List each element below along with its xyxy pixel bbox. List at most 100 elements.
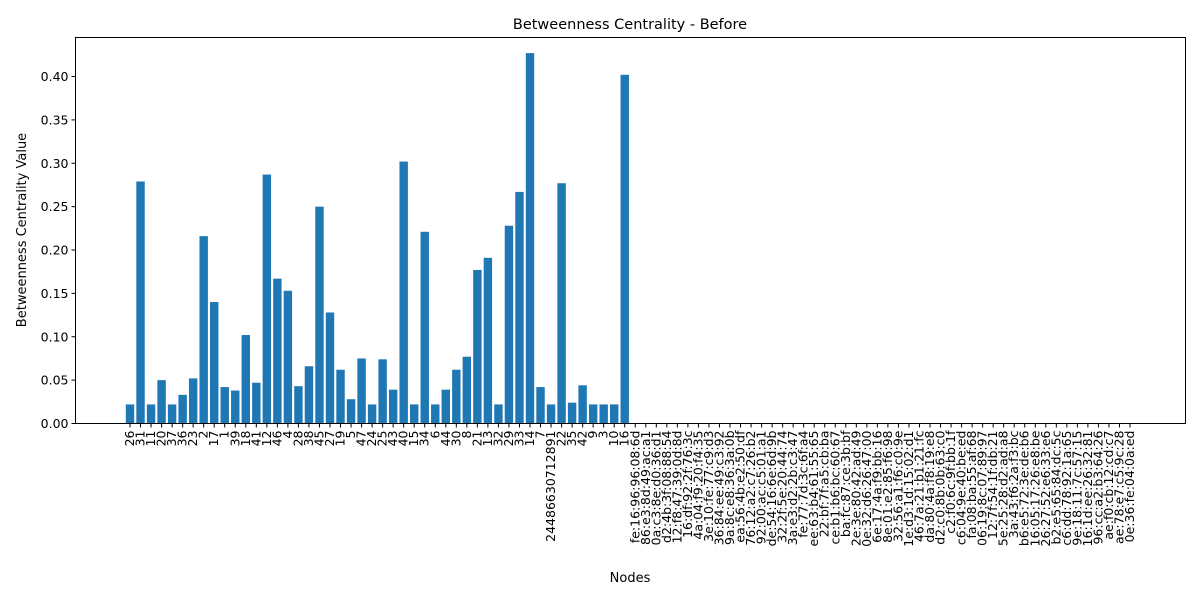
x-tick-label: 6 [427, 430, 442, 438]
bar-24486630712891 [546, 404, 556, 424]
x-tick-label: 29 [501, 430, 516, 446]
x-tick-label: 76:12:a2:c7:26:b2 [743, 431, 758, 546]
x-tick-label: da:80:4a:f8:19:e8 [922, 430, 937, 542]
bar-44 [441, 389, 450, 424]
bar-47 [357, 358, 366, 424]
x-tick-label: 2 [196, 431, 211, 439]
x-tick-label: 4a:04:f9:20:f4:35 [690, 431, 705, 540]
x-tick-label: 0e:32:d6:26:47:00 [859, 430, 874, 546]
x-tick-label: fa:08:ba:55:af:68 [964, 430, 979, 538]
x-tick-label: 39 [227, 430, 242, 446]
x-tick-label: 9 [585, 430, 600, 438]
bar-17 [210, 302, 219, 424]
x-tick-label: 16 [617, 430, 632, 446]
bar-32 [494, 404, 503, 424]
x-tick-label: 5e:25:28:d2:ad:a8 [996, 430, 1011, 546]
bar-46 [273, 278, 282, 424]
x-tick-label: d2:c0:8b:0b:63:c0 [933, 430, 948, 544]
bar-21 [473, 269, 482, 424]
y-tick-label: 0.15 [41, 286, 69, 301]
bar-42 [578, 385, 587, 424]
x-tick-label: 5 [343, 431, 358, 439]
x-tick-label: ea:56:4b:e2:50:df [733, 430, 748, 543]
x-tick-label: 8 [459, 430, 474, 438]
x-tick-label: 12:7f:54:1f:db:21 [985, 431, 1000, 539]
chart-title: Betweenness Centrality - Before [513, 17, 747, 33]
x-tick-label: 24486630712891 [543, 431, 558, 542]
x-tick-label: 25 [375, 431, 390, 447]
x-tick-label: 26 [122, 430, 137, 446]
bar-24 [367, 404, 377, 424]
x-tick-label: 0a:c3:8e:d0:36:d1 [648, 431, 663, 546]
bar-33 [515, 191, 524, 424]
x-tick-label: 4 [280, 430, 295, 438]
x-tick-label: 31 [133, 431, 148, 447]
bar-7 [536, 387, 545, 424]
x-tick-label: 13 [480, 431, 495, 447]
bar-12 [262, 174, 272, 424]
x-tick-label: 12 [259, 431, 274, 447]
bar-29 [504, 225, 514, 424]
x-tick-label: 3e:10:fe:77:c9:d3 [701, 431, 716, 542]
x-tick-label: 1 [217, 431, 232, 439]
x-tick-label: 16:1d:ee:26:32:81 [1080, 431, 1095, 547]
x-tick-label: ce:b1:b6:bc:60:67 [827, 431, 842, 545]
x-tick-label: 9e:18:11:7c:57:15 [1069, 431, 1084, 546]
x-tick-label: 33 [511, 431, 526, 447]
x-tick-label: 30 [448, 430, 463, 446]
x-tick-label: 32 [490, 431, 505, 447]
x-tick-label: 8e:01:e2:85:f6:98 [880, 430, 895, 542]
y-tick-label: 0.20 [41, 243, 69, 258]
y-tick-label: 0.40 [41, 69, 69, 84]
bar-2 [199, 236, 208, 424]
bar-28 [294, 386, 303, 424]
x-tick-label: 37 [164, 431, 179, 447]
x-tick-label: 3a:e3:d2:2b:c3:47 [785, 431, 800, 546]
y-axis-label: Betweenness Centrality Value [15, 133, 30, 327]
x-tick-label: 43 [385, 431, 400, 447]
bar-14 [525, 53, 535, 424]
x-tick-label: 18 [238, 430, 253, 446]
x-axis-label: Nodes [610, 571, 651, 586]
bar-43 [388, 389, 398, 424]
x-tick-label: 19 [333, 430, 348, 446]
bar-38 [304, 366, 314, 424]
x-tick-label: c6:dd:78:92:1a:65 [1059, 431, 1074, 546]
x-tick-label: 3a:43:f6:2a:f3:bc [1006, 430, 1021, 538]
x-tick-label: 0e:36:fe:04:0a:ed [1122, 431, 1137, 543]
x-tick-label: c2:f0:6c:9f:bb:1f [943, 430, 958, 534]
x-tick-label: 47 [354, 431, 369, 447]
x-tick-label: 42 [575, 431, 590, 447]
bar-25 [378, 359, 387, 424]
bar-40 [399, 161, 408, 424]
y-tick-label: 0.05 [41, 373, 69, 388]
x-tick-label: 23 [185, 431, 200, 447]
bar-6 [431, 404, 440, 424]
x-tick-label: b6:e5:72:3e:de:b6 [1017, 430, 1032, 546]
x-tick-label: 44 [438, 430, 453, 446]
y-tick-label: 0.00 [41, 416, 69, 431]
x-tick-label: 36:84:ee:49:c3:92 [711, 431, 726, 546]
x-tick-label: 16:05:17:26:e8:be [1027, 430, 1042, 546]
y-tick-label: 0.30 [41, 156, 69, 171]
x-tick-label: 34 [417, 430, 432, 446]
y-tick-label: 0.25 [41, 199, 69, 214]
x-tick-label: 1e:d3:1d:15:02:d1 [901, 431, 916, 547]
x-tick-label: 12:f8:47:39:0d:8d [669, 431, 684, 544]
bar-35 [567, 402, 577, 424]
x-tick-label: 35 [564, 431, 579, 447]
x-tick-label: 17 [206, 431, 221, 447]
x-tick-label: c6:04:9e:40:be:ed [954, 431, 969, 546]
x-tick-label: 2e:3e:80:42:ad:49 [848, 430, 863, 546]
x-tick-label: 45 [311, 431, 326, 447]
x-tick-label: ae:f0:cb:12:cd:c7 [1101, 431, 1116, 540]
x-tick-label: 20 [154, 430, 169, 446]
x-tick-label: 96:cc:a2:b3:64:26 [1090, 430, 1105, 544]
bar-26 [125, 404, 135, 424]
x-tick-label: d2:4b:3f:08:88:54 [659, 430, 674, 543]
y-ticks-layer: 0.00 0.05 0.10 0.15 0.20 0.25 0.30 0.35 0.40 [41, 69, 76, 431]
bar-22 [557, 183, 566, 424]
x-tick-label: ee:63:b4:61:55:65 [806, 431, 821, 547]
